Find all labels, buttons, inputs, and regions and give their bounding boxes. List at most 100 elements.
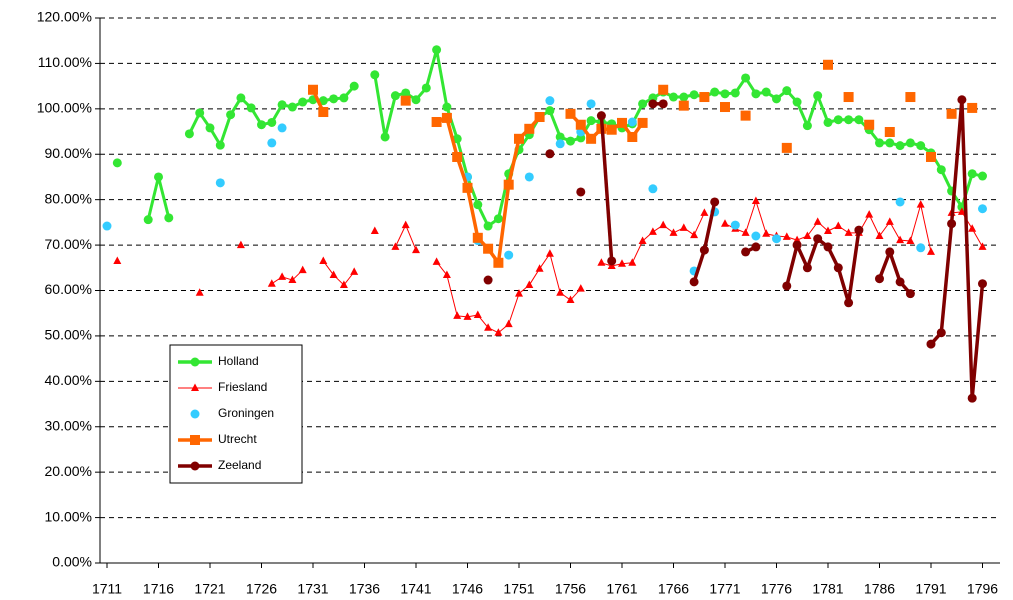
legend-label: Groningen [218,406,274,420]
marker [205,123,215,133]
marker [720,89,730,99]
marker [864,119,875,130]
marker [916,141,926,151]
marker [484,323,493,331]
marker [813,217,822,225]
marker [576,187,586,197]
marker [370,70,380,80]
marker [627,117,637,127]
marker [391,242,400,250]
marker [874,274,884,284]
marker [441,112,452,123]
marker [678,100,689,111]
marker [751,231,761,241]
marker [823,226,832,235]
marker [823,117,833,127]
marker [977,204,987,214]
marker [895,277,905,287]
x-tick-label: 1736 [349,581,380,597]
marker [782,281,792,291]
y-tick-label: 30.00% [45,417,92,433]
y-tick-label: 80.00% [45,190,92,206]
marker [215,178,225,188]
marker [679,92,689,102]
marker [545,106,555,116]
marker [648,184,658,194]
marker [545,149,555,159]
marker [400,95,411,106]
marker [741,73,751,83]
marker [916,243,926,253]
series-line [877,250,912,295]
marker [236,93,246,103]
marker [700,208,709,216]
marker [854,225,864,235]
marker [586,116,596,126]
marker [586,133,597,144]
marker [606,124,617,135]
marker [401,220,410,229]
marker [401,88,411,98]
marker [472,232,483,243]
marker [905,92,916,103]
marker [638,99,648,109]
marker [659,220,668,229]
series-line [271,269,304,285]
marker [710,197,720,207]
series-line [599,115,614,262]
series-line [394,224,417,251]
marker [298,97,308,107]
marker [968,224,977,232]
marker [287,102,297,112]
marker [689,277,699,287]
marker [494,328,503,336]
marker [637,117,648,128]
marker [844,228,853,236]
marker [741,228,750,236]
marker [565,108,576,119]
marker [936,165,946,175]
y-tick-label: 110.00% [38,54,92,70]
marker [421,83,431,93]
marker [190,409,200,419]
x-tick-label: 1786 [864,581,895,597]
marker [504,250,514,260]
y-tick-label: 20.00% [45,463,92,479]
marker [597,258,606,266]
series-line [929,98,985,400]
marker [885,138,895,148]
marker [658,99,668,109]
x-tick-label: 1721 [194,581,225,597]
marker [586,99,596,109]
marker [925,151,936,162]
marker [751,89,761,99]
marker [792,97,802,107]
marker [710,87,720,97]
marker [545,249,554,257]
marker [895,197,905,207]
marker [823,242,833,252]
marker [513,133,524,144]
marker [215,140,225,150]
marker [278,272,287,280]
marker [906,236,915,244]
x-tick-label: 1791 [915,581,946,597]
marker [236,240,245,249]
series-line [146,175,171,221]
marker [730,88,740,98]
marker [895,141,905,151]
x-tick-label: 1716 [143,581,174,597]
marker [184,129,194,139]
marker [143,215,153,225]
marker [102,221,112,231]
marker [453,311,462,319]
marker [411,95,421,105]
marker [844,298,854,308]
marker [164,213,174,223]
marker [555,139,565,149]
marker [503,179,514,190]
series [112,45,987,231]
marker [978,242,987,250]
marker [432,257,441,265]
